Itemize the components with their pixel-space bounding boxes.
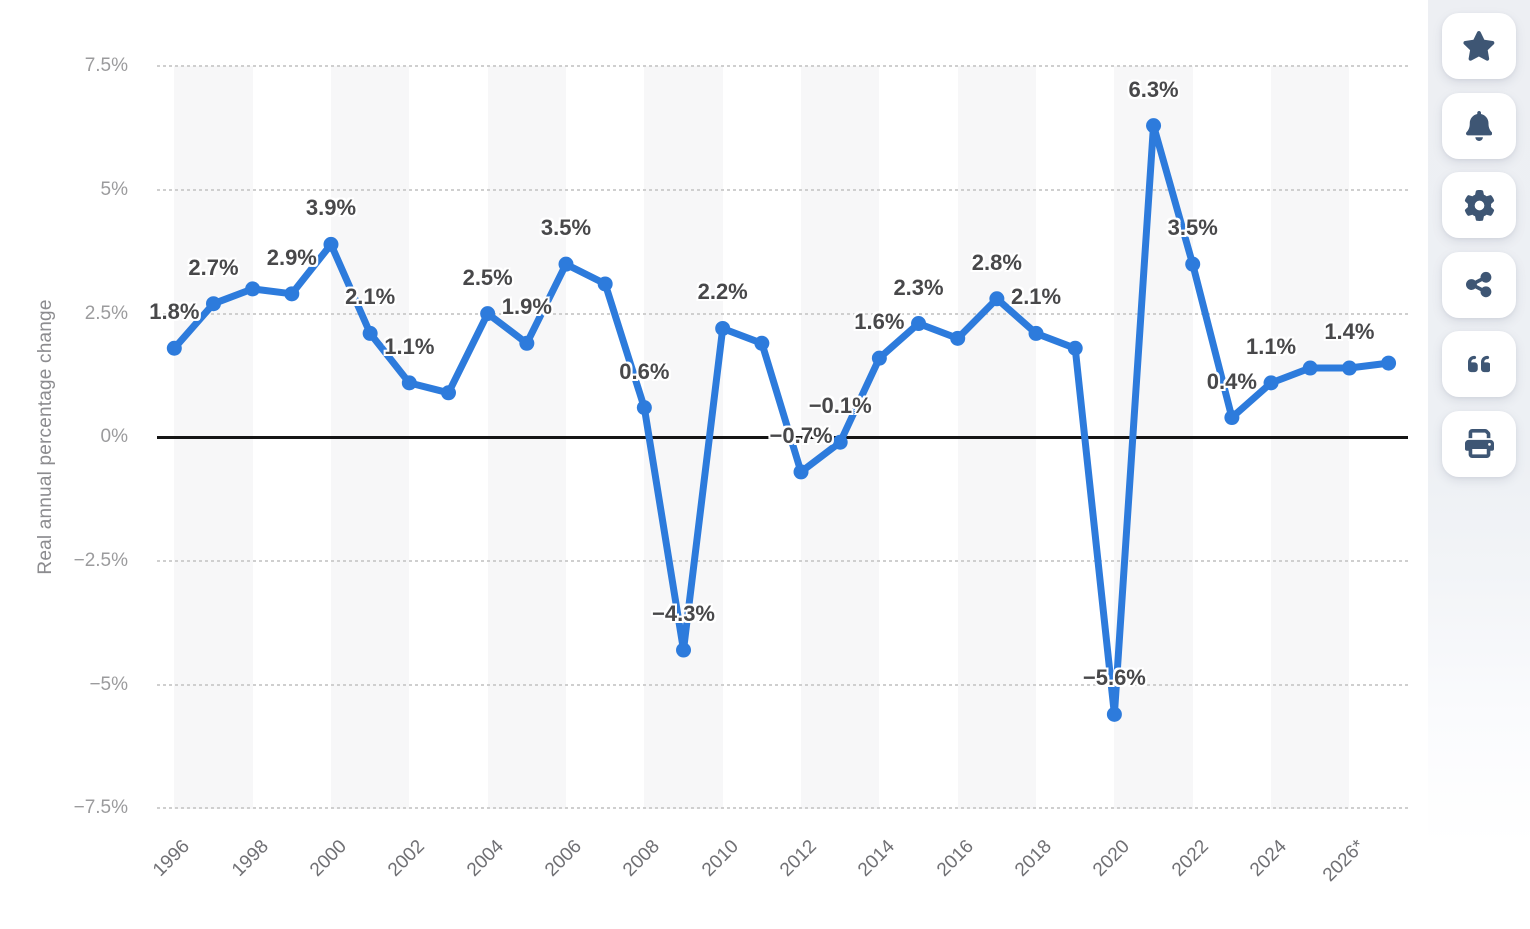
- point-label-1999: 2.9%: [266, 244, 317, 270]
- data-point-2016: [950, 330, 966, 346]
- data-point-2009: [676, 642, 692, 658]
- star-icon: [1463, 31, 1495, 61]
- point-label-2006: 3.5%: [540, 215, 592, 241]
- series-line: [170, 122, 1393, 718]
- data-point-2004: [480, 306, 496, 322]
- data-point-1999: [284, 286, 300, 302]
- data-point-2017: [989, 291, 1005, 307]
- data-point-2011: [754, 335, 770, 351]
- bell-icon: [1465, 110, 1493, 141]
- y-tick-5: 5%: [100, 178, 128, 200]
- zero-baseline: [157, 436, 1408, 439]
- gridline: [157, 683, 1408, 686]
- share-button[interactable]: [1442, 251, 1516, 318]
- gridline: [157, 65, 1408, 68]
- data-point-2013: [832, 434, 848, 450]
- data-point-2005: [519, 335, 535, 351]
- printer-icon: [1464, 429, 1494, 458]
- point-label-2001: 2.1%: [345, 284, 396, 310]
- y-tick-2.5: 2.5%: [84, 302, 128, 324]
- gdp-growth-line-chart: Real annual percentage change 7.5% 5% 2.5%…: [35, 55, 1408, 886]
- point-label-2002: 1.1%: [384, 333, 435, 359]
- point-label-2005: 1.9%: [501, 294, 552, 320]
- y-tick-0: 0%: [100, 426, 128, 448]
- point-label-2021: 6.3%: [1128, 76, 1179, 102]
- data-point-2020: [1106, 706, 1122, 722]
- point-label-2000: 3.9%: [305, 195, 357, 221]
- point-label-2024: 1.1%: [1245, 333, 1297, 359]
- data-point-2018: [1028, 325, 1044, 341]
- data-point-2023: [1224, 410, 1240, 426]
- notification-button[interactable]: [1442, 92, 1516, 159]
- quote-icon: [1467, 355, 1491, 373]
- y-tick-−7.5: −7.5%: [73, 797, 128, 819]
- data-point-2026: [1341, 360, 1357, 376]
- plot-area: 1.8% 2.7% 2.9% 3.9% 2.1% 1.1% 2.5% 1.9% 3.5% 0.6%…: [149, 65, 1408, 810]
- data-point-1998: [245, 281, 261, 297]
- point-label-2018: 2.1%: [1010, 284, 1062, 310]
- point-label-2017: 2.8%: [971, 249, 1022, 275]
- gear-icon: [1464, 189, 1494, 221]
- data-point-2027: [1381, 355, 1397, 371]
- gridline: [157, 807, 1408, 810]
- point-label-2012: −0.7%: [769, 422, 833, 448]
- data-point-2010: [715, 320, 731, 336]
- data-point-1997: [205, 296, 221, 312]
- data-point-2003: [440, 385, 456, 401]
- data-point-2022: [1185, 256, 1201, 272]
- data-series-svg: [166, 118, 1397, 722]
- share-icon: [1466, 271, 1492, 298]
- data-point-1996: [166, 340, 182, 356]
- data-point-2008: [636, 400, 652, 416]
- gridline: [157, 188, 1408, 191]
- data-point-2014: [871, 350, 887, 366]
- gridline: [157, 312, 1408, 315]
- data-point-2021: [1146, 118, 1162, 134]
- settings-button[interactable]: [1442, 172, 1516, 238]
- point-label-2020: −5.6%: [1082, 665, 1146, 691]
- point-label-2004: 2.5%: [462, 264, 513, 290]
- point-label-2014: 1.6%: [854, 309, 905, 335]
- y-tick-7.5: 7.5%: [84, 55, 128, 77]
- gridline: [157, 559, 1408, 562]
- point-label-2026: 1.4%: [1324, 319, 1375, 345]
- action-toolbar: [1428, 0, 1530, 918]
- y-tick-−2.5: −2.5%: [73, 549, 128, 571]
- point-label-2022: 3.5%: [1167, 215, 1218, 241]
- favorite-button[interactable]: [1442, 13, 1516, 79]
- print-button[interactable]: [1442, 410, 1516, 477]
- data-point-2012: [793, 464, 809, 480]
- point-label-2015: 2.3%: [893, 274, 944, 300]
- data-point-2000: [323, 236, 339, 252]
- data-point-2007: [597, 276, 613, 292]
- data-point-2002: [401, 375, 417, 391]
- cite-button[interactable]: [1442, 331, 1516, 397]
- y-tick-−5: −5%: [89, 673, 128, 695]
- data-point-2015: [911, 316, 927, 332]
- point-label-2008: 0.6%: [619, 358, 670, 384]
- data-point-2006: [558, 256, 574, 272]
- data-point-2019: [1067, 340, 1083, 356]
- point-label-2023: 0.4%: [1206, 368, 1257, 394]
- point-label-1996: 1.8%: [149, 299, 200, 325]
- data-point-2024: [1263, 375, 1279, 391]
- data-point-2025: [1302, 360, 1318, 376]
- point-label-2010: 2.2%: [697, 279, 748, 305]
- data-point-2001: [362, 325, 378, 341]
- point-label-2009: −4.3%: [652, 601, 715, 627]
- point-label-2013: −0.1%: [808, 393, 872, 419]
- point-label-1997: 2.7%: [188, 254, 239, 280]
